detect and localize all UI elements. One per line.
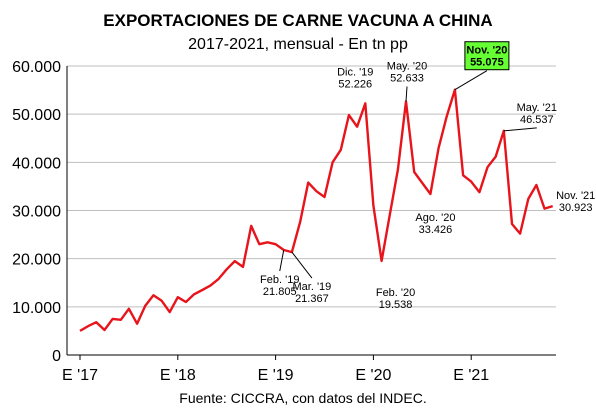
annotation-highlight-box — [464, 41, 510, 71]
y-tick-label-4: 40.000 — [12, 155, 61, 172]
annotation-leader-line — [279, 249, 285, 272]
chart-source: Fuente: CICCRA, con datos del INDEC. — [179, 390, 426, 406]
annotation-leader-line — [454, 70, 488, 91]
annotation-leader-line — [405, 86, 408, 102]
annotation-value: 33.426 — [419, 224, 453, 236]
x-tick-label-2: E '19 — [258, 367, 294, 384]
y-tick-label-6: 60.000 — [12, 59, 61, 76]
x-tick-label-3: E '20 — [355, 367, 391, 384]
series-layer — [79, 88, 554, 332]
annotation-label: Nov. '21 — [556, 190, 595, 202]
annotation-value: 46.537 — [520, 114, 554, 126]
annotation-label: Dic. '19 — [337, 66, 373, 78]
annotation-label: May. '20 — [387, 60, 427, 72]
axes — [66, 66, 556, 356]
gridlines — [67, 65, 556, 308]
x-tick-label-4: E '21 — [453, 367, 489, 384]
y-axis-ticks: 0 10.000 20.000 30.000 40.000 50.000 60.000 — [12, 59, 61, 365]
y-tick-label-0: 0 — [52, 348, 61, 365]
x-axis-ticks: E '17 E '18 E '19 E '20 E '21 — [62, 355, 489, 384]
annotation-leader-line — [291, 251, 313, 279]
y-tick-label-5: 50.000 — [12, 107, 61, 124]
annotation-value: 19.538 — [379, 299, 413, 311]
series-line-0 — [79, 88, 554, 332]
annotation-label: May. '21 — [517, 102, 557, 114]
annotation-label: Nov. '20 — [466, 45, 507, 57]
chart-title: EXPORTACIONES DE CARNE VACUNA A CHINA — [103, 11, 492, 30]
annotation-label: Feb. '19 — [260, 274, 299, 286]
annotation-value: 55.075 — [470, 57, 504, 69]
y-tick-label-1: 10.000 — [12, 300, 61, 317]
annotation-value: 21.367 — [295, 293, 329, 305]
annotation-label: Feb. '20 — [376, 287, 415, 299]
annotation-value: 52.226 — [338, 78, 372, 90]
chart-subtitle: 2017-2021, mensual - En tn pp — [188, 36, 408, 53]
annotation-value: 52.633 — [390, 72, 424, 84]
y-tick-label-2: 20.000 — [12, 252, 61, 269]
annotation-leader-line — [503, 127, 537, 132]
annotation-label: Ago. '20 — [415, 212, 455, 224]
annotation-value: 30.923 — [559, 202, 593, 214]
annotation-label: Mar. '19 — [293, 281, 332, 293]
x-tick-label-1: E '18 — [160, 367, 196, 384]
annotation-value: 21.805 — [263, 286, 297, 298]
x-tick-label-0: E '17 — [62, 367, 98, 384]
y-tick-label-3: 30.000 — [12, 204, 61, 221]
